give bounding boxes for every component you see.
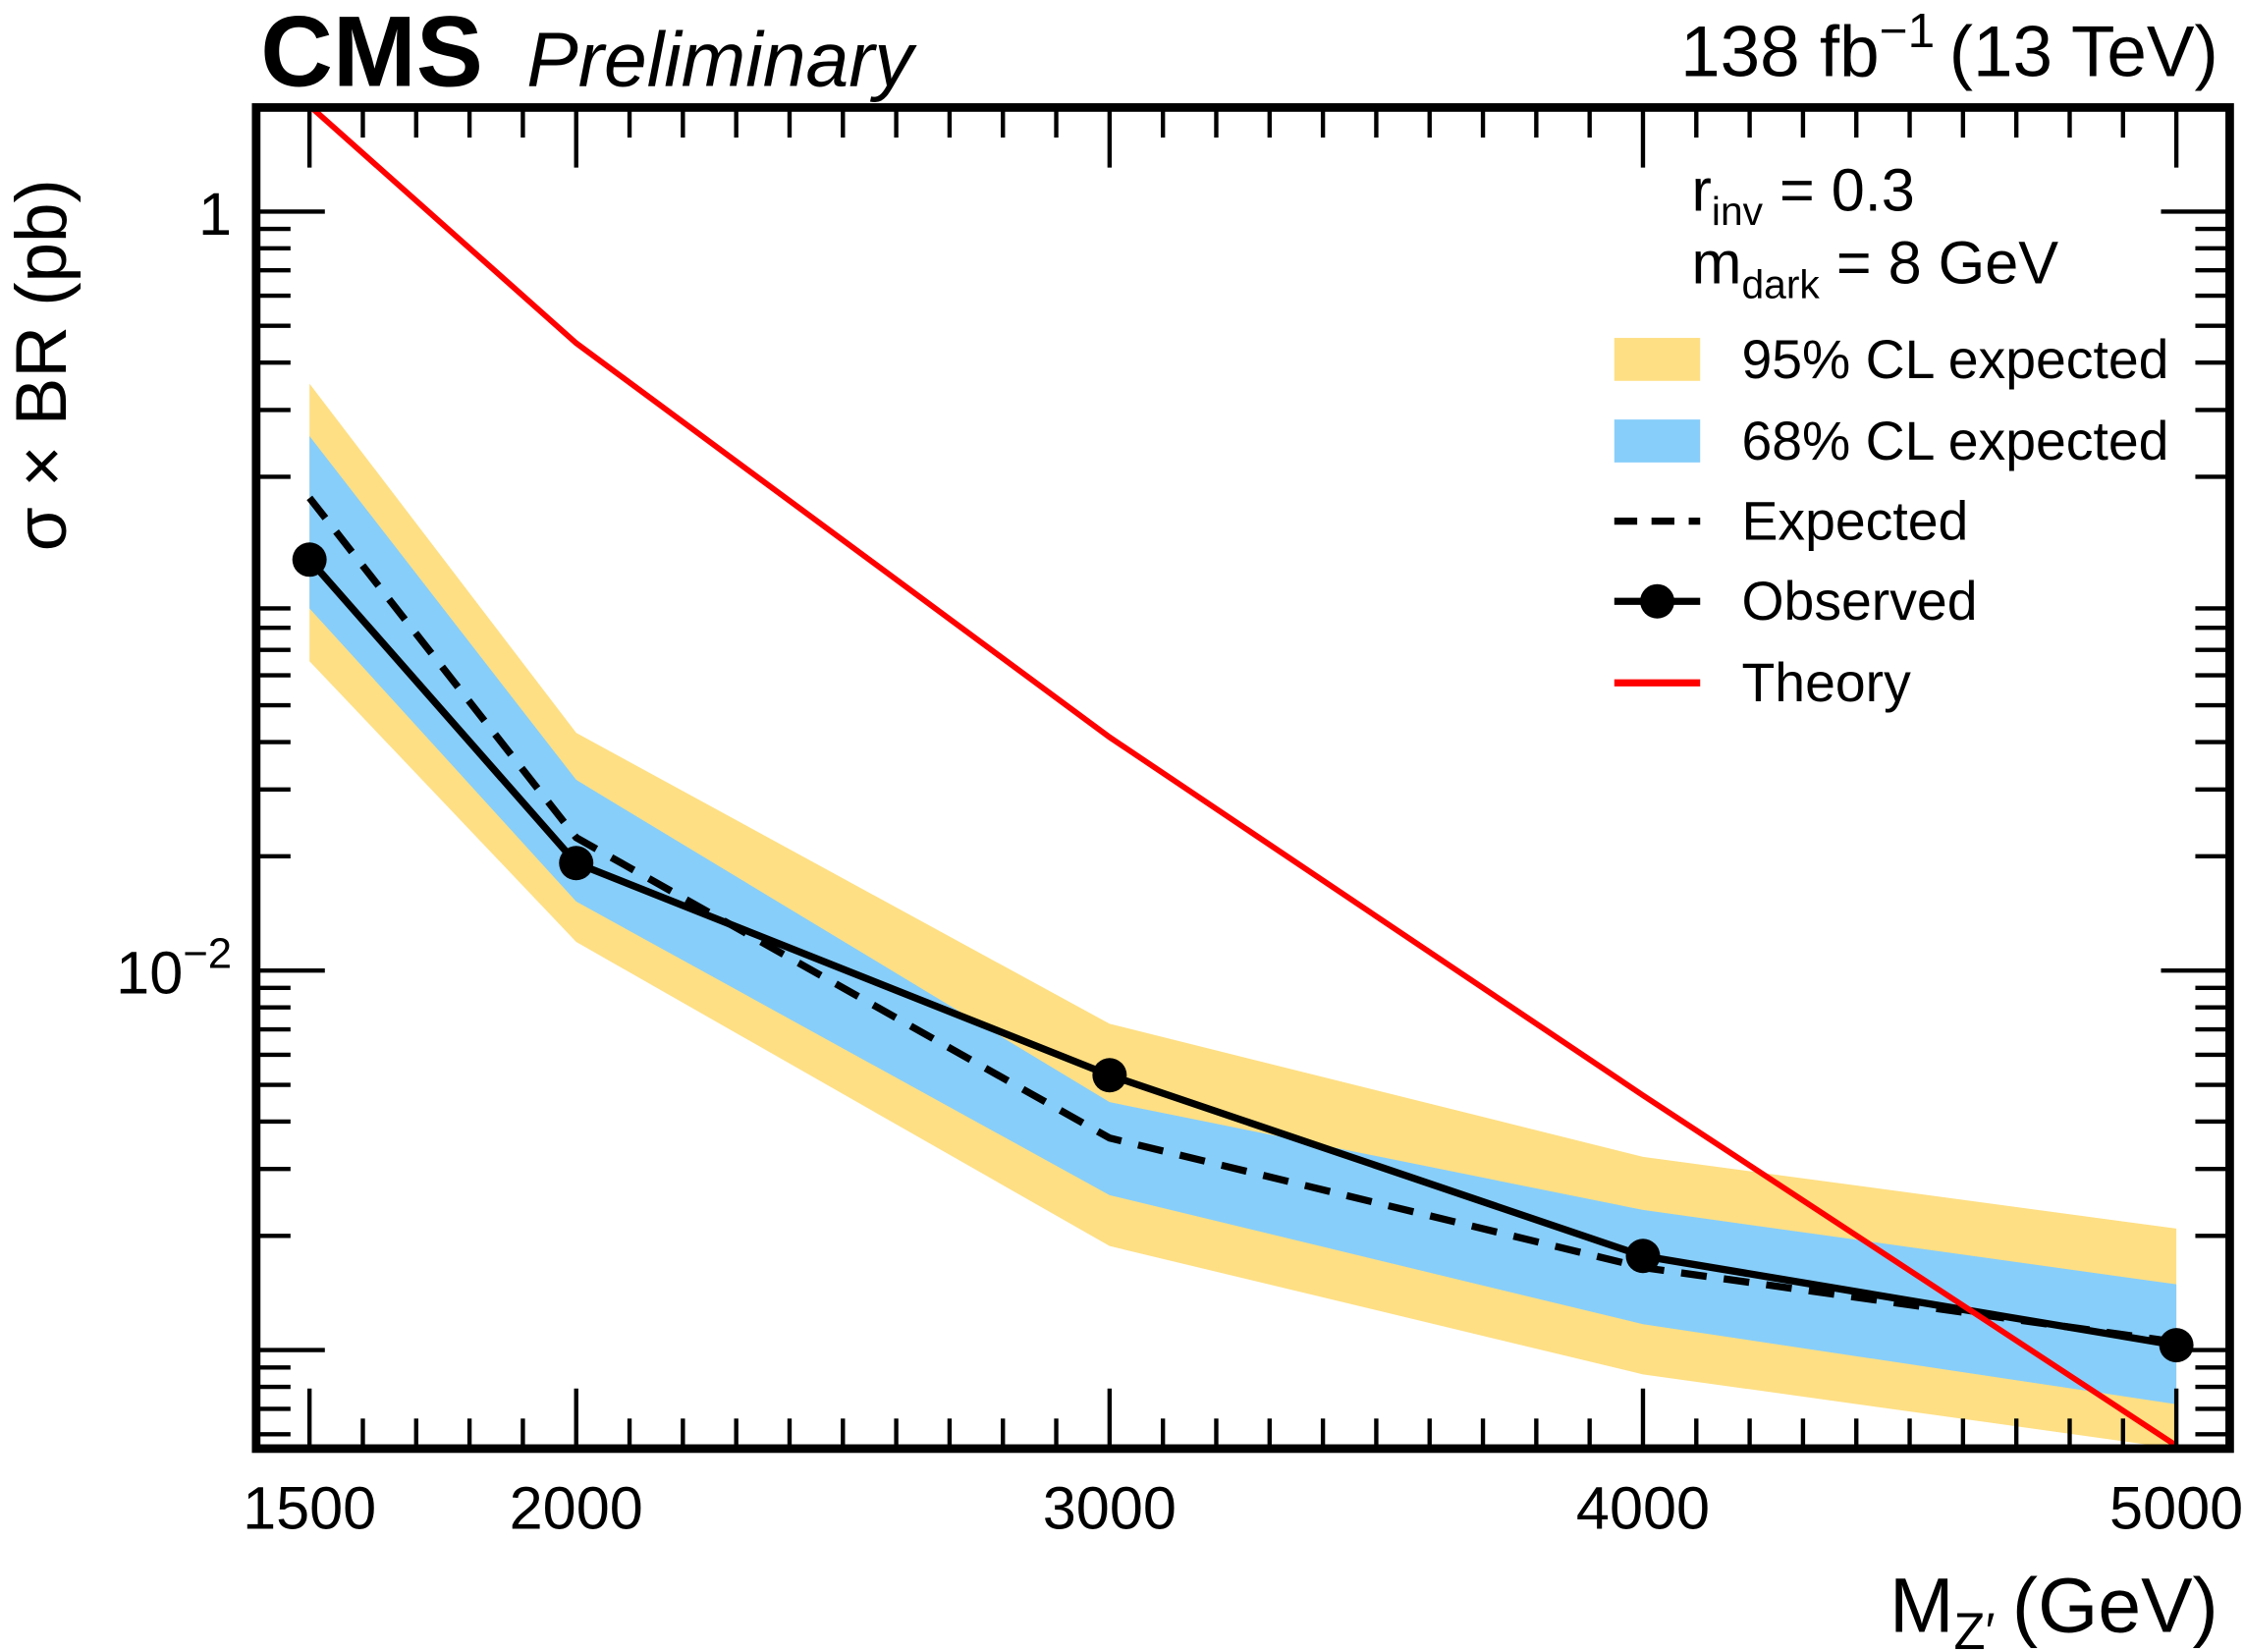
x-tick-label: 5000 <box>2109 1475 2243 1542</box>
preliminary-label: Preliminary <box>526 17 917 103</box>
legend-label: Observed <box>1741 571 1977 632</box>
legend-label: 95% CL expected <box>1741 329 2168 390</box>
x-axis-label: MZ′ (GeV) <box>1889 1562 2218 1652</box>
legend-marker-observed <box>1640 583 1675 619</box>
y-tick-label: 1 <box>198 181 232 248</box>
mdark-annotation: mdark = 8 GeV <box>1691 230 2058 307</box>
legend-label: Theory <box>1741 652 1911 713</box>
observed-point <box>292 542 327 578</box>
axis-ticks <box>255 107 2230 1449</box>
x-tick-label: 1500 <box>243 1475 376 1542</box>
legend-label: Expected <box>1741 491 1968 552</box>
observed-point <box>559 846 594 881</box>
y-tick-label: 10−2 <box>116 929 232 1006</box>
x-tick-label: 3000 <box>1043 1475 1177 1542</box>
observed-point <box>2159 1328 2194 1363</box>
theory-line <box>307 107 2178 1449</box>
legend-swatch-68 <box>1614 419 1701 463</box>
legend: 95% CL expected 68% CL expected Expected… <box>1614 329 2168 713</box>
expected-line <box>306 495 2177 1347</box>
lumi-label: 138 fb−1 (13 TeV) <box>1680 4 2218 91</box>
band-68-cl <box>309 436 2177 1404</box>
legend-label: 68% CL expected <box>1741 411 2168 471</box>
x-tick-label: 4000 <box>1576 1475 1710 1542</box>
observed-point <box>1625 1239 1661 1274</box>
plot-area <box>292 107 2194 1449</box>
observed-point <box>1092 1058 1127 1093</box>
x-tick-label: 2000 <box>510 1475 643 1542</box>
rinv-annotation: rinv = 0.3 <box>1691 156 1914 234</box>
cms-label: CMS <box>260 0 483 108</box>
band-95-cl <box>309 383 2177 1449</box>
plot-frame <box>251 103 2234 1454</box>
legend-swatch-95 <box>1614 338 1701 381</box>
x-tick-labels: 1500 2000 3000 4000 5000 <box>243 1475 2243 1542</box>
y-axis-label: σ × BR (pb) <box>2 179 82 551</box>
